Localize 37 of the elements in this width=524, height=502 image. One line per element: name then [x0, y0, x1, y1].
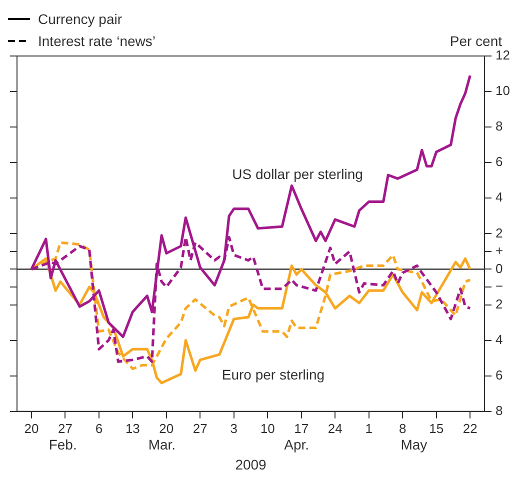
x-tick-label: 27 [192, 420, 208, 436]
x-tick-label: 6 [95, 420, 103, 436]
y-tick-label: 10 [496, 83, 510, 98]
y-axis-title: Per cent [450, 32, 502, 49]
text: May [400, 436, 428, 452]
y-tick-label: 8 [496, 118, 503, 134]
y-tick-label: 2 [496, 225, 503, 240]
text: Mar. [148, 436, 176, 452]
y-tick-label: 6 [496, 154, 503, 170]
y-tick-label: 12 [496, 48, 510, 63]
x-tick-label: 22 [462, 420, 478, 436]
x-tick-label: 8 [398, 420, 406, 436]
y-tick-label: − [496, 278, 504, 294]
y-tick-label: 8 [496, 402, 503, 418]
annotation: Euro per sterling [222, 366, 325, 382]
text: Apr. [284, 436, 310, 452]
x-tick-label: 13 [125, 420, 140, 436]
text: Feb. [48, 436, 77, 452]
x-tick-label: 24 [328, 420, 342, 436]
y-tick-label: 6 [496, 367, 503, 382]
x-tick-label: 17 [294, 420, 309, 436]
x-tick-label: 27 [58, 420, 72, 436]
y-tick-label: 4 [496, 332, 503, 347]
y-tick-label: + [496, 243, 504, 258]
x-tick-label: 15 [429, 420, 444, 436]
y-tick-label: 0 [496, 260, 503, 276]
x-axis-title: 2009 [235, 456, 267, 472]
x-tick-label: 20 [159, 420, 174, 436]
y-tick-label: 2 [496, 296, 503, 312]
x-tick-label: 10 [260, 420, 275, 436]
annotation: US dollar per sterling [232, 166, 363, 182]
x-tick-label: 1 [365, 420, 372, 436]
y-tick-label: 4 [496, 190, 503, 205]
x-tick-label: 3 [230, 420, 238, 436]
legend-label: Interest rate ‘news’ [38, 32, 156, 51]
x-tick-label: 20 [24, 420, 39, 436]
legend-label: Currency pair [38, 10, 122, 29]
